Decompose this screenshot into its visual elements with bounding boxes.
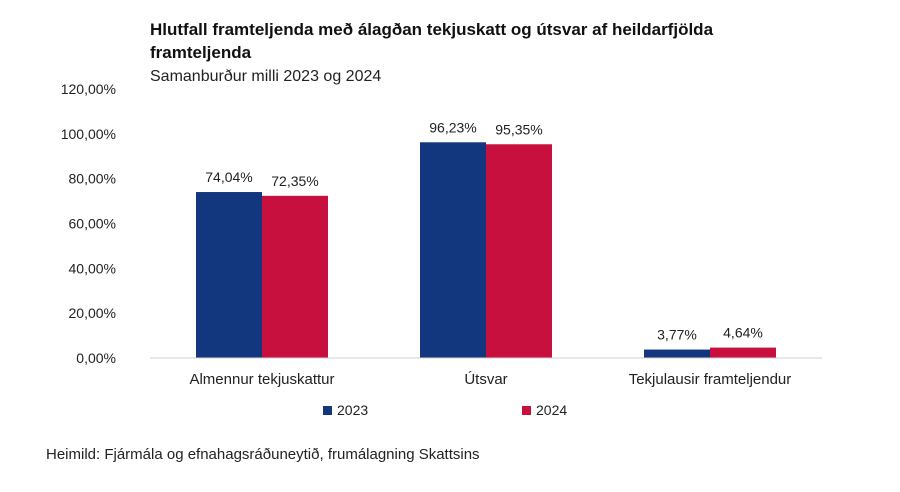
- bar-2023: [644, 349, 710, 358]
- y-tick-label: 20,00%: [69, 305, 116, 321]
- bar-2023: [196, 192, 262, 358]
- y-tick-label: 0,00%: [76, 350, 116, 366]
- legend-label-2023: 2023: [337, 402, 368, 418]
- legend-swatch-2023: [323, 406, 332, 415]
- bar-2024: [262, 195, 328, 358]
- data-label: 96,23%: [429, 119, 476, 135]
- chart-title: Hlutfall framteljenda með álagðan tekjus…: [150, 20, 714, 62]
- y-tick-label: 40,00%: [69, 260, 116, 276]
- bar-2024: [710, 347, 776, 358]
- data-label: 72,35%: [271, 173, 318, 189]
- x-tick-label: Tekjulausir framteljendur: [629, 371, 792, 388]
- legend-label-2024: 2024: [536, 402, 567, 418]
- x-tick-label: Útsvar: [464, 371, 507, 388]
- chart-subtitle: Samanburður milli 2023 og 2024: [150, 68, 382, 85]
- x-tick-label: Almennur tekjuskattur: [189, 371, 334, 388]
- bar-2023: [420, 142, 486, 358]
- y-tick-label: 100,00%: [61, 126, 116, 142]
- y-tick-label: 80,00%: [69, 171, 116, 187]
- y-tick-label: 120,00%: [61, 81, 116, 97]
- data-label: 4,64%: [723, 325, 763, 341]
- data-label: 3,77%: [657, 327, 697, 343]
- legend-swatch-2024: [522, 406, 531, 415]
- data-label: 74,04%: [205, 169, 252, 185]
- source-note: Heimild: Fjármála og efnahagsráðuneytið,…: [46, 446, 480, 463]
- data-label: 95,35%: [495, 121, 542, 137]
- y-tick-label: 60,00%: [69, 216, 116, 232]
- bar-2024: [486, 144, 552, 358]
